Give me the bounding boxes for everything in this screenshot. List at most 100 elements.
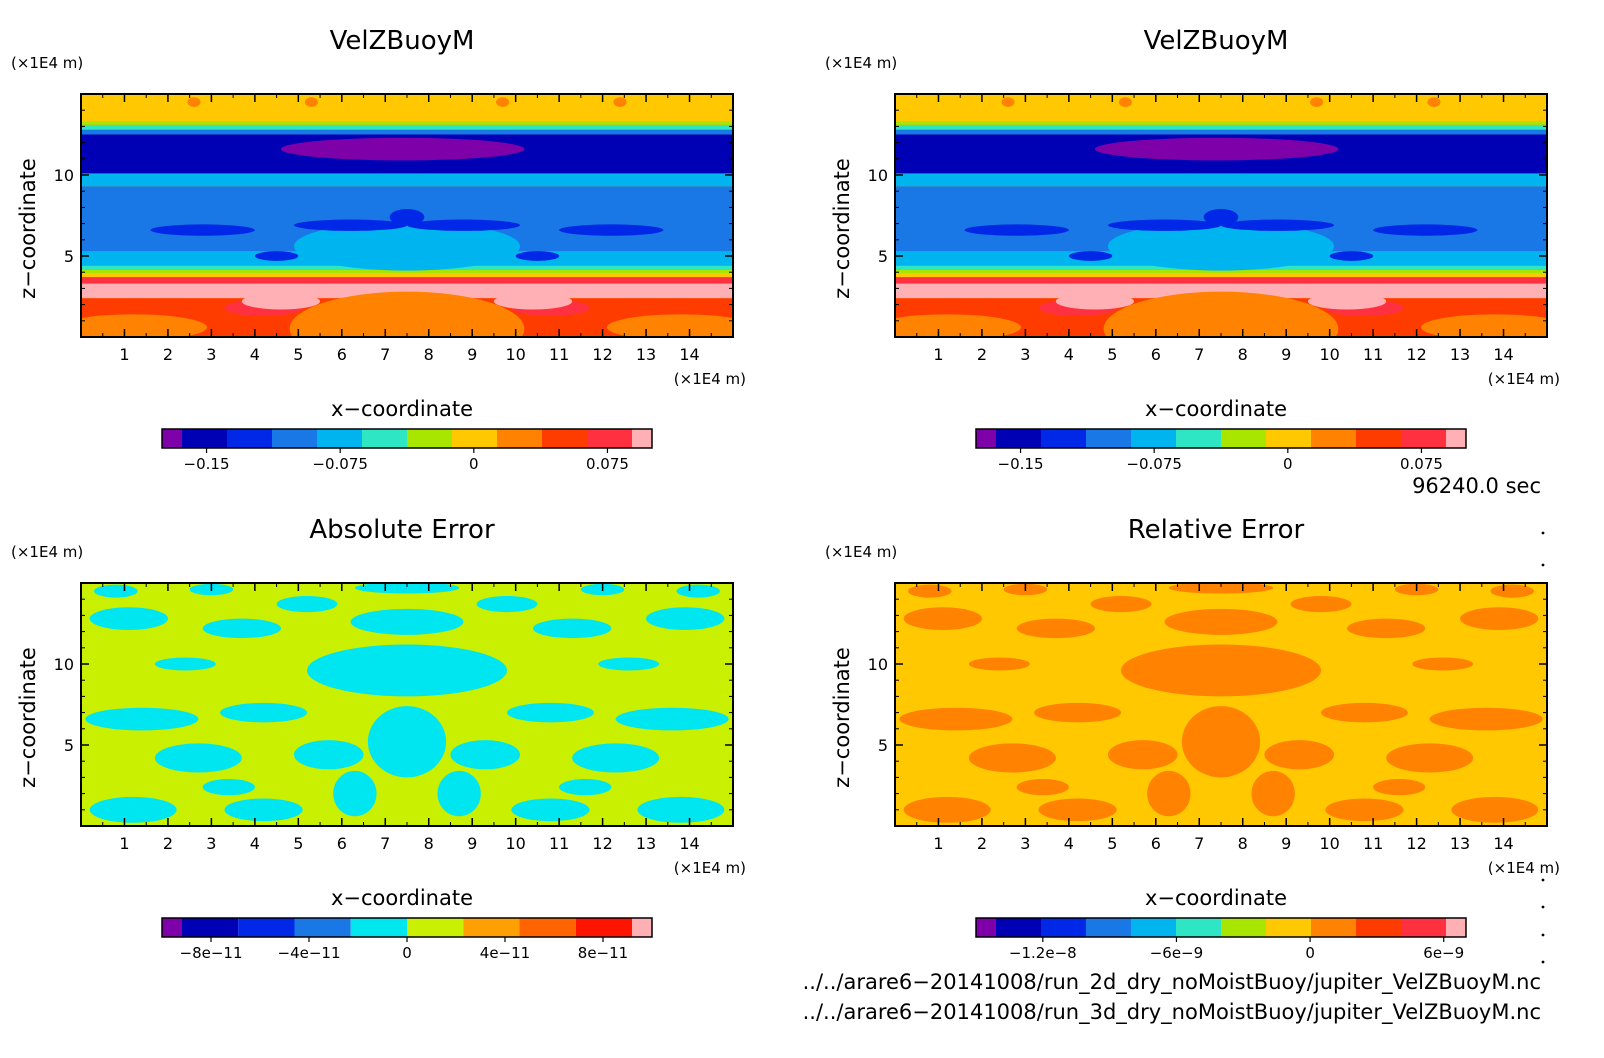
colorbar-swatch [1401, 429, 1446, 448]
colorbar-swatch [162, 429, 182, 448]
colorbar-tick-label: −0.075 [1126, 455, 1182, 473]
contour-region [293, 219, 408, 231]
contour-region [1055, 293, 1135, 310]
colorbar-swatch [407, 918, 464, 937]
contour-region [506, 702, 594, 723]
info-dot [1541, 933, 1545, 937]
x-tick-label: 8 [424, 345, 434, 364]
info-dot [1541, 960, 1545, 964]
colorbar-swatch [575, 918, 632, 937]
contour-field [895, 94, 1547, 337]
x-tick-label: 5 [1107, 345, 1117, 364]
contour-region [293, 221, 521, 271]
contour-region [559, 779, 612, 796]
colorbar: −1.2e−8 −6e−9 0 6e−9 [975, 917, 1467, 962]
colorbar-swatch [1266, 429, 1311, 448]
contour-region [241, 293, 321, 310]
contour-region [389, 209, 425, 226]
contour-region [354, 583, 460, 594]
contour-region [1264, 740, 1335, 770]
colorbar-frame [161, 428, 653, 449]
file-path-1: ../../arare6−20141008/run_2d_dry_noMoist… [803, 970, 1541, 995]
contour-region [81, 314, 208, 337]
colorbar-tick-label: 0 [469, 455, 479, 473]
contour-band [81, 173, 733, 187]
x-tick-label: 10 [1319, 834, 1339, 853]
colorbar-swatch [162, 918, 182, 937]
x-tick-label: 13 [636, 834, 656, 853]
contour-band [895, 121, 1547, 125]
contour-region [1103, 291, 1339, 337]
x-tick-label: 10 [505, 345, 525, 364]
colorbar: −0.15 −0.075 0 0.075 [161, 428, 653, 473]
contour-region [613, 97, 627, 107]
x-tick-label: 4 [1064, 345, 1074, 364]
colorbar-tick-label: 0 [1305, 944, 1315, 962]
colorbar-swatch [1041, 429, 1086, 448]
colorbar-frame [975, 428, 1467, 449]
contour-region [220, 702, 308, 723]
x-tick-label: 9 [1281, 834, 1291, 853]
x-tick-label: 3 [1020, 345, 1030, 364]
colorbar-tick-label: −4e−11 [278, 944, 341, 962]
x-tick-label: 12 [1406, 345, 1426, 364]
contour-region [637, 796, 725, 823]
y-axis-label: z−coordinate [16, 158, 40, 299]
contour-region [1068, 251, 1113, 261]
contour-region [1373, 779, 1426, 796]
contour-region [289, 291, 525, 337]
colorbar-swatch [1041, 918, 1086, 937]
x-tick-label: 13 [1450, 834, 1470, 853]
contour-band [895, 283, 1547, 299]
colorbar-swatch [227, 429, 272, 448]
x-tick-label: 3 [1020, 834, 1030, 853]
x-tick-label: 5 [1107, 834, 1117, 853]
colorbar-swatch [238, 918, 295, 937]
colorbar-tick-label: 6e−9 [1423, 944, 1464, 962]
x-tick-label: 14 [1493, 834, 1513, 853]
contour-region [964, 224, 1069, 236]
contour-region [1107, 740, 1178, 770]
x-tick-label: 3 [206, 834, 216, 853]
x-tick-label: 7 [380, 834, 390, 853]
contour-region [85, 707, 199, 731]
contour-region [1427, 97, 1441, 107]
colorbar-swatch [407, 429, 452, 448]
colorbar-swatch [519, 918, 576, 937]
colorbar-swatch [632, 429, 652, 448]
colorbar-swatch [182, 429, 227, 448]
colorbar-swatch [1131, 918, 1176, 937]
colorbar-swatch [1221, 918, 1266, 937]
x-tick-label: 14 [1493, 345, 1513, 364]
x-tick-label: 2 [163, 834, 173, 853]
x-tick-label: 1 [119, 834, 129, 853]
contour-region [908, 584, 952, 598]
contour-region [511, 798, 590, 822]
contour-region [154, 743, 242, 773]
x-tick-label: 10 [1319, 345, 1339, 364]
info-dot [1541, 563, 1545, 567]
contour-region [1320, 702, 1408, 723]
contour-band [895, 273, 1547, 278]
contour-region [1147, 770, 1191, 817]
contour-region [1325, 798, 1404, 822]
x-tick-label: 2 [163, 345, 173, 364]
contour-field [81, 583, 733, 826]
contour-region [615, 707, 729, 731]
contour-region [1016, 779, 1069, 796]
colorbar-swatch [294, 918, 351, 937]
contour-region [1038, 798, 1117, 822]
contour-region [903, 607, 982, 630]
contour-band [895, 173, 1547, 187]
info-dot [1541, 905, 1545, 909]
x-tick-label: 12 [1406, 834, 1426, 853]
contour-region [150, 224, 255, 236]
x-tick-label: 11 [549, 834, 569, 853]
contour-region [1347, 618, 1426, 639]
contour-region [1251, 770, 1295, 817]
contour-region [450, 740, 521, 770]
y-tick-label: 5 [878, 247, 888, 266]
x-tick-label: 9 [1281, 345, 1291, 364]
